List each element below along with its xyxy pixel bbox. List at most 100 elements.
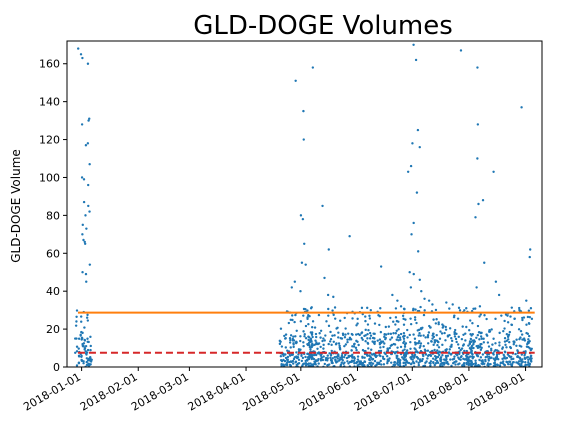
data-point <box>80 320 83 323</box>
data-point <box>379 265 383 268</box>
data-point <box>309 347 312 351</box>
data-point <box>399 358 402 362</box>
data-point <box>89 359 92 363</box>
data-point <box>483 362 486 365</box>
data-point <box>515 361 518 364</box>
data-point <box>448 327 452 330</box>
data-point <box>401 349 405 352</box>
data-point <box>479 356 483 359</box>
data-point <box>441 361 444 365</box>
data-point <box>349 354 353 358</box>
data-point <box>83 339 87 342</box>
data-point <box>422 344 425 348</box>
data-point <box>89 344 92 348</box>
data-point <box>343 344 346 348</box>
data-point <box>284 336 287 340</box>
data-point <box>382 363 386 366</box>
data-point <box>366 354 369 357</box>
data-point <box>409 286 413 289</box>
data-point <box>474 307 477 310</box>
data-point <box>389 332 393 336</box>
data-point <box>520 353 524 356</box>
data-point <box>468 342 471 345</box>
data-point <box>495 363 499 366</box>
data-point <box>338 344 341 347</box>
data-point <box>449 353 453 356</box>
data-point <box>346 338 349 341</box>
data-point <box>399 332 403 336</box>
data-point <box>294 79 297 83</box>
data-point <box>450 364 453 367</box>
data-point <box>82 178 86 181</box>
data-point <box>475 364 479 367</box>
y-tick-label: 80 <box>46 209 60 222</box>
data-point <box>508 340 511 344</box>
data-point <box>374 355 378 359</box>
data-point <box>398 336 402 339</box>
data-point <box>299 335 302 338</box>
x-tick-label: 2018-07-01 <box>352 370 414 413</box>
data-point <box>301 356 305 360</box>
data-point <box>494 280 498 283</box>
data-point <box>280 345 284 348</box>
data-point <box>306 356 310 359</box>
data-point <box>468 329 471 332</box>
data-point <box>371 358 374 361</box>
data-point <box>302 314 305 317</box>
data-point <box>528 364 531 367</box>
data-point <box>299 339 302 343</box>
data-point <box>88 263 92 266</box>
data-point <box>381 355 385 358</box>
data-point <box>448 333 451 337</box>
data-point <box>500 314 503 317</box>
data-point <box>453 355 456 358</box>
data-point <box>77 347 80 350</box>
data-point <box>423 309 426 312</box>
data-point <box>398 364 402 367</box>
data-point <box>360 332 363 335</box>
data-point <box>435 355 438 359</box>
data-point <box>302 344 305 348</box>
data-point <box>490 328 493 331</box>
data-point <box>338 346 341 349</box>
data-point <box>442 361 446 365</box>
y-tick-label: 0 <box>53 361 60 374</box>
data-point <box>493 361 496 365</box>
data-point <box>386 348 389 352</box>
data-point <box>520 333 524 336</box>
data-point <box>459 49 463 52</box>
data-point <box>387 332 390 336</box>
data-point <box>489 356 492 360</box>
data-point <box>517 328 521 331</box>
data-point <box>356 355 360 358</box>
data-point <box>415 360 418 363</box>
data-point <box>364 340 367 343</box>
data-point <box>80 330 83 334</box>
data-point <box>326 293 330 297</box>
data-point <box>378 362 381 366</box>
data-point <box>481 353 485 356</box>
data-point <box>422 313 426 317</box>
data-point <box>434 308 438 312</box>
data-point <box>302 109 305 113</box>
data-point <box>527 358 530 361</box>
data-point <box>383 335 386 339</box>
data-point <box>445 356 448 359</box>
data-point <box>312 357 316 361</box>
data-point <box>286 349 289 352</box>
data-point <box>347 362 350 365</box>
data-point <box>369 334 373 337</box>
data-point <box>292 335 295 338</box>
data-point <box>404 318 407 321</box>
data-point <box>403 348 406 351</box>
data-point <box>289 338 292 342</box>
data-point <box>292 345 295 349</box>
data-point <box>337 342 341 345</box>
data-point <box>524 363 527 367</box>
data-point <box>351 317 354 320</box>
data-point <box>518 344 521 347</box>
data-point <box>412 356 416 359</box>
data-point <box>475 354 479 357</box>
data-point <box>370 364 373 367</box>
data-point <box>341 333 345 337</box>
